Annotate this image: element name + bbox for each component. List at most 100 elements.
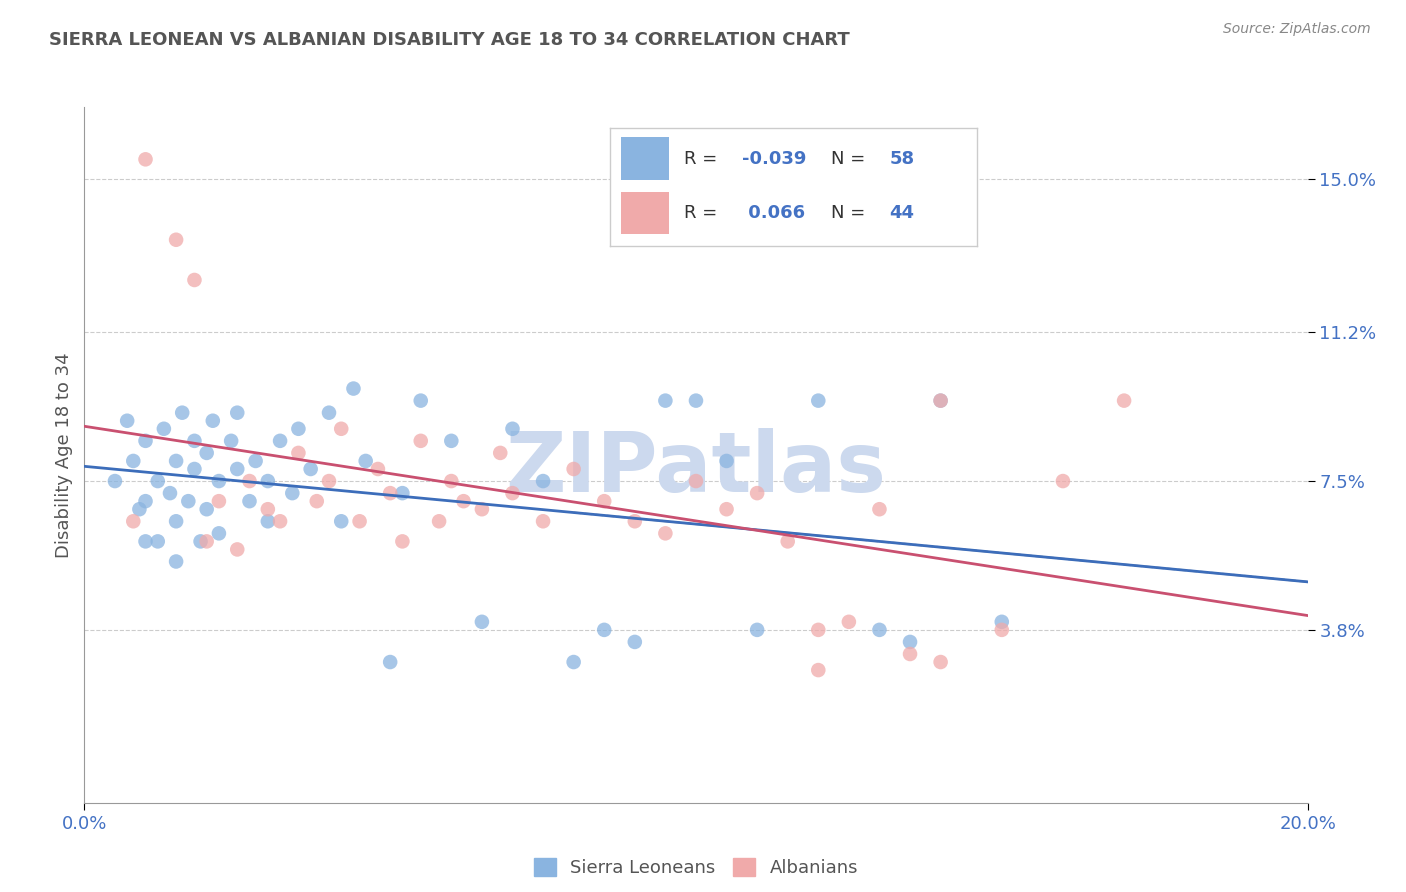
Point — [281, 486, 304, 500]
Point — [747, 623, 769, 637]
Bar — [621, 192, 669, 235]
Point — [195, 502, 218, 516]
Point — [685, 393, 707, 408]
Point — [991, 615, 1014, 629]
Point — [929, 655, 952, 669]
Point — [869, 623, 891, 637]
Point — [257, 502, 280, 516]
Point — [245, 454, 267, 468]
Point — [104, 474, 127, 488]
Point — [593, 623, 616, 637]
Point — [153, 422, 176, 436]
Text: 58: 58 — [889, 150, 914, 168]
Point — [183, 434, 205, 448]
Point — [354, 454, 377, 468]
Point — [440, 474, 463, 488]
Point — [593, 494, 616, 508]
Point — [318, 474, 340, 488]
Point — [115, 414, 138, 428]
Text: 44: 44 — [889, 204, 914, 222]
Point — [716, 502, 738, 516]
Point — [349, 514, 371, 528]
Text: N =: N = — [831, 204, 870, 222]
Point — [624, 635, 647, 649]
Point — [172, 406, 194, 420]
Point — [807, 623, 830, 637]
Y-axis label: Disability Age 18 to 34: Disability Age 18 to 34 — [55, 352, 73, 558]
Point — [238, 494, 260, 508]
Point — [122, 454, 145, 468]
Point — [201, 414, 224, 428]
Text: ZIPatlas: ZIPatlas — [506, 428, 886, 509]
Point — [471, 615, 494, 629]
Point — [367, 462, 389, 476]
Text: N =: N = — [831, 150, 870, 168]
Point — [183, 462, 205, 476]
Point — [562, 462, 585, 476]
Point — [318, 406, 340, 420]
Point — [177, 494, 200, 508]
Point — [122, 514, 145, 528]
Point — [716, 454, 738, 468]
Point — [287, 422, 309, 436]
Point — [219, 434, 242, 448]
Point — [929, 393, 952, 408]
Point — [391, 486, 413, 500]
Point — [807, 663, 830, 677]
Point — [226, 462, 249, 476]
Point — [226, 542, 249, 557]
Point — [195, 446, 218, 460]
Point — [409, 393, 432, 408]
Point — [135, 494, 157, 508]
Point — [489, 446, 512, 460]
Text: 0.066: 0.066 — [742, 204, 806, 222]
Text: R =: R = — [683, 150, 723, 168]
Text: R =: R = — [683, 204, 723, 222]
Text: -0.039: -0.039 — [742, 150, 807, 168]
Point — [502, 486, 524, 500]
Point — [257, 514, 280, 528]
Point — [342, 382, 364, 396]
Point — [502, 422, 524, 436]
Point — [807, 393, 830, 408]
Point — [165, 554, 187, 568]
Point — [299, 462, 322, 476]
Point — [183, 273, 205, 287]
Point — [330, 422, 353, 436]
Point — [409, 434, 432, 448]
Point — [269, 514, 291, 528]
Point — [238, 474, 260, 488]
Point — [146, 534, 169, 549]
Point — [226, 406, 249, 420]
Point — [257, 474, 280, 488]
Point — [208, 526, 231, 541]
Point — [471, 502, 494, 516]
Point — [898, 647, 921, 661]
Point — [440, 434, 463, 448]
Point — [330, 514, 353, 528]
Point — [654, 526, 676, 541]
Point — [685, 474, 707, 488]
Point — [380, 486, 402, 500]
Point — [531, 514, 554, 528]
Point — [165, 454, 187, 468]
Legend: Sierra Leoneans, Albanians: Sierra Leoneans, Albanians — [527, 850, 865, 884]
Point — [776, 534, 799, 549]
Point — [165, 233, 187, 247]
Point — [991, 623, 1014, 637]
Point — [190, 534, 212, 549]
Point — [135, 153, 157, 167]
Text: SIERRA LEONEAN VS ALBANIAN DISABILITY AGE 18 TO 34 CORRELATION CHART: SIERRA LEONEAN VS ALBANIAN DISABILITY AG… — [49, 31, 851, 49]
Point — [929, 393, 952, 408]
Point — [208, 474, 231, 488]
Point — [838, 615, 860, 629]
Point — [531, 474, 554, 488]
Point — [1052, 474, 1074, 488]
Point — [562, 655, 585, 669]
Point — [135, 434, 157, 448]
Point — [146, 474, 169, 488]
Point — [427, 514, 450, 528]
Point — [747, 486, 769, 500]
Point — [654, 393, 676, 408]
Bar — [621, 137, 669, 180]
